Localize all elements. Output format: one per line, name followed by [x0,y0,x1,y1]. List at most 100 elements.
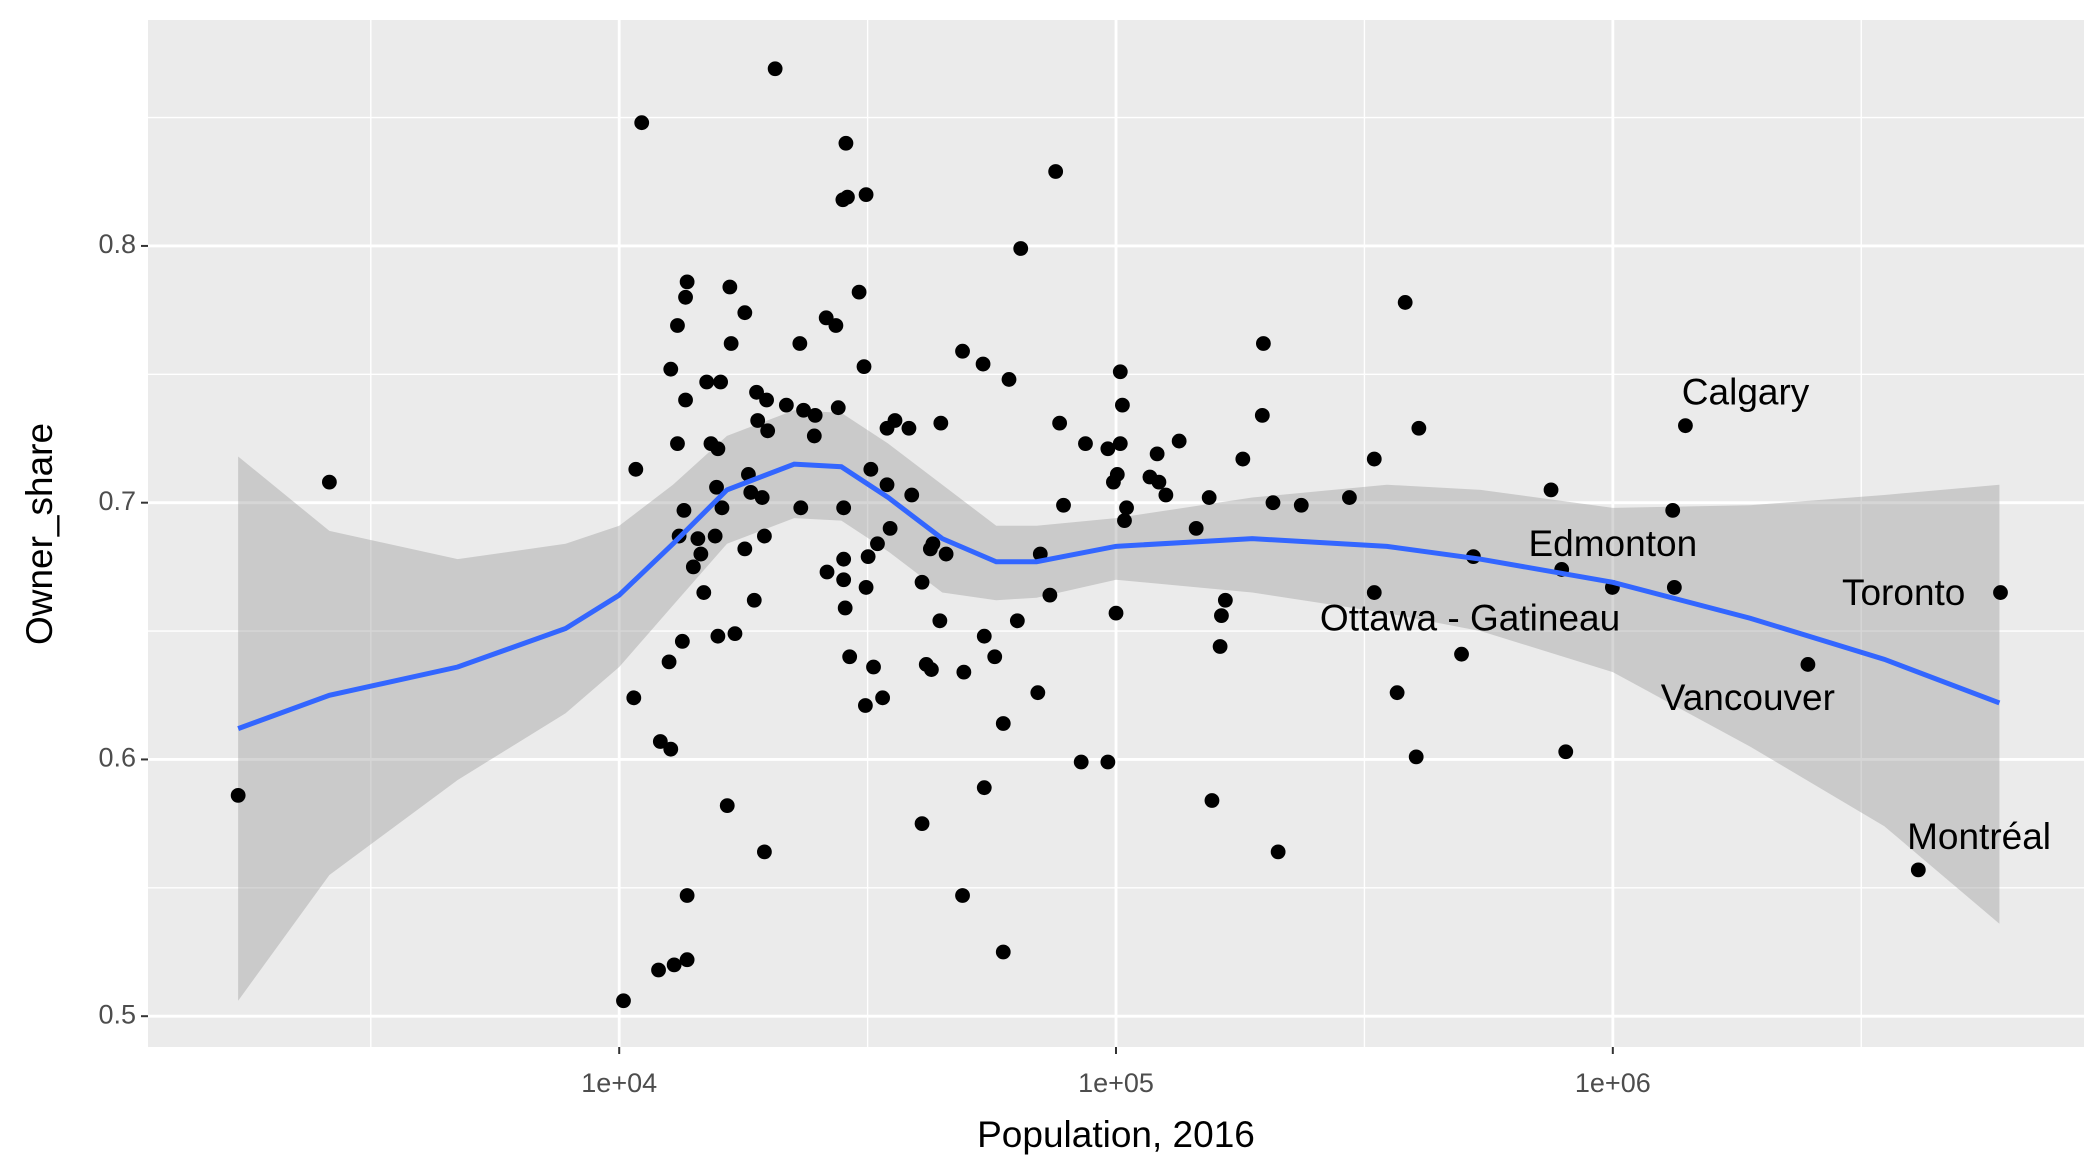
point [727,626,743,642]
point [956,664,972,680]
point [870,536,885,552]
point [710,628,726,644]
point [875,690,891,706]
point [676,502,692,518]
point [838,135,854,151]
point [759,392,774,408]
point [1100,754,1116,770]
point [737,541,753,557]
point [678,392,693,408]
point [719,798,735,814]
point [678,289,693,305]
point [866,659,881,675]
point [767,61,783,77]
point [670,436,685,452]
point [1366,585,1382,600]
point [987,649,1003,665]
point [1543,482,1559,498]
point [793,500,809,516]
x-tick-label: 1e+06 [1575,1068,1651,1098]
point [851,284,867,300]
point [1078,436,1093,452]
point [914,574,930,590]
point [882,520,898,536]
point [756,528,772,544]
point [723,336,739,351]
point [857,698,873,713]
point [713,374,729,390]
point [836,572,852,588]
x-tick-label: 1e+05 [1078,1068,1154,1098]
point [1108,605,1124,621]
point [778,397,794,413]
point [863,461,879,477]
smooth-line [237,461,2001,731]
y-axis-title: Owner_share [19,423,60,645]
point [616,993,631,1009]
point [707,528,723,544]
point [1265,495,1281,511]
point-label: Vancouver [1661,677,1835,718]
point [693,546,709,562]
point [1030,685,1046,701]
point [1112,436,1128,452]
point [1800,657,1816,672]
point [679,274,695,290]
point [836,551,852,567]
point [1665,502,1681,518]
point-label: Edmonton [1528,523,1697,564]
point [1052,415,1068,431]
point [722,279,738,295]
point [1270,844,1286,860]
point [690,531,706,547]
point [1032,546,1048,562]
point [1048,164,1064,179]
point [634,115,650,131]
point [796,402,811,418]
point [925,536,941,552]
point [1100,441,1116,457]
point [663,361,679,377]
point-label: Toronto [1842,572,1965,613]
point [1201,490,1217,505]
point [976,628,992,644]
point [887,413,903,428]
point [955,343,970,359]
y-tick-label: 0.7 [98,486,136,516]
point [1009,613,1025,629]
point [836,500,852,516]
point [230,787,246,803]
point [1056,497,1071,513]
point [807,407,823,423]
point [670,318,685,333]
point [976,780,992,796]
point [756,844,772,860]
point [860,549,876,565]
point [955,888,970,903]
point [1666,580,1682,595]
point [1411,420,1427,436]
point [1109,467,1125,482]
point [840,189,855,205]
point [1397,295,1413,310]
point [1171,433,1187,449]
point [626,690,642,706]
point [749,384,764,400]
point [856,359,872,375]
point [901,420,917,436]
point [760,423,776,439]
point [696,585,712,600]
point [679,952,695,968]
point [1235,451,1251,467]
point [661,654,677,670]
point [1204,793,1220,808]
point [858,580,874,595]
x-axis-title: Population, 2016 [977,1114,1255,1155]
point [938,546,954,562]
point [743,485,759,500]
point [750,413,766,428]
point [933,415,949,431]
point [685,559,701,575]
point [914,816,930,832]
